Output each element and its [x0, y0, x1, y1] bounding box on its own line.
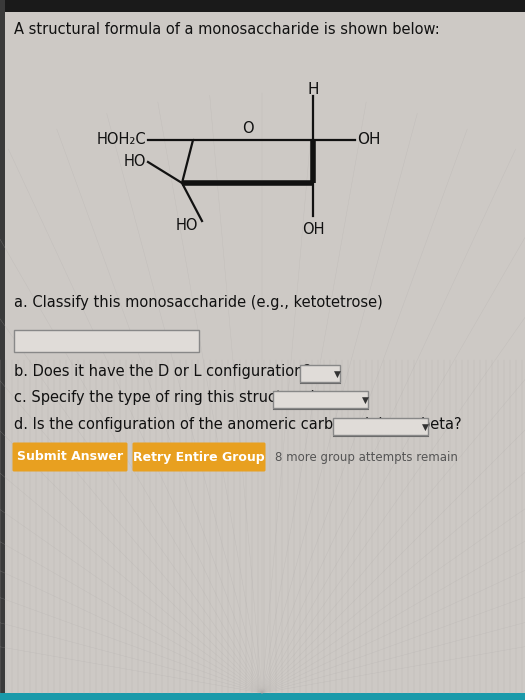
Text: OH: OH: [357, 132, 381, 148]
Text: OH: OH: [302, 222, 324, 237]
Text: Submit Answer: Submit Answer: [17, 451, 123, 463]
FancyBboxPatch shape: [14, 330, 199, 352]
Text: b. Does it have the D or L configuration?: b. Does it have the D or L configuration…: [14, 364, 311, 379]
Text: ▼: ▼: [422, 423, 428, 431]
FancyBboxPatch shape: [333, 418, 428, 435]
FancyBboxPatch shape: [273, 391, 368, 408]
Text: HO: HO: [175, 218, 198, 232]
FancyBboxPatch shape: [300, 365, 340, 382]
Text: HO: HO: [123, 155, 146, 169]
Text: HOH₂C: HOH₂C: [97, 132, 146, 148]
Text: a. Classify this monosaccharide (e.g., ketotetrose): a. Classify this monosaccharide (e.g., k…: [14, 295, 383, 310]
FancyBboxPatch shape: [13, 442, 128, 472]
FancyBboxPatch shape: [132, 442, 266, 472]
Text: O: O: [242, 121, 254, 136]
Text: c. Specify the type of ring this structure has.: c. Specify the type of ring this structu…: [14, 390, 341, 405]
Text: Retry Entire Group: Retry Entire Group: [133, 451, 265, 463]
FancyBboxPatch shape: [0, 0, 5, 700]
Text: H: H: [307, 83, 319, 97]
Text: ▼: ▼: [362, 395, 369, 405]
Text: ▼: ▼: [333, 370, 340, 379]
FancyBboxPatch shape: [0, 693, 525, 700]
FancyBboxPatch shape: [0, 0, 525, 12]
Text: d. Is the configuration of the anomeric carbon alpha or beta?: d. Is the configuration of the anomeric …: [14, 417, 461, 432]
Text: 8 more group attempts remain: 8 more group attempts remain: [275, 451, 458, 463]
Text: A structural formula of a monosaccharide is shown below:: A structural formula of a monosaccharide…: [14, 22, 440, 37]
